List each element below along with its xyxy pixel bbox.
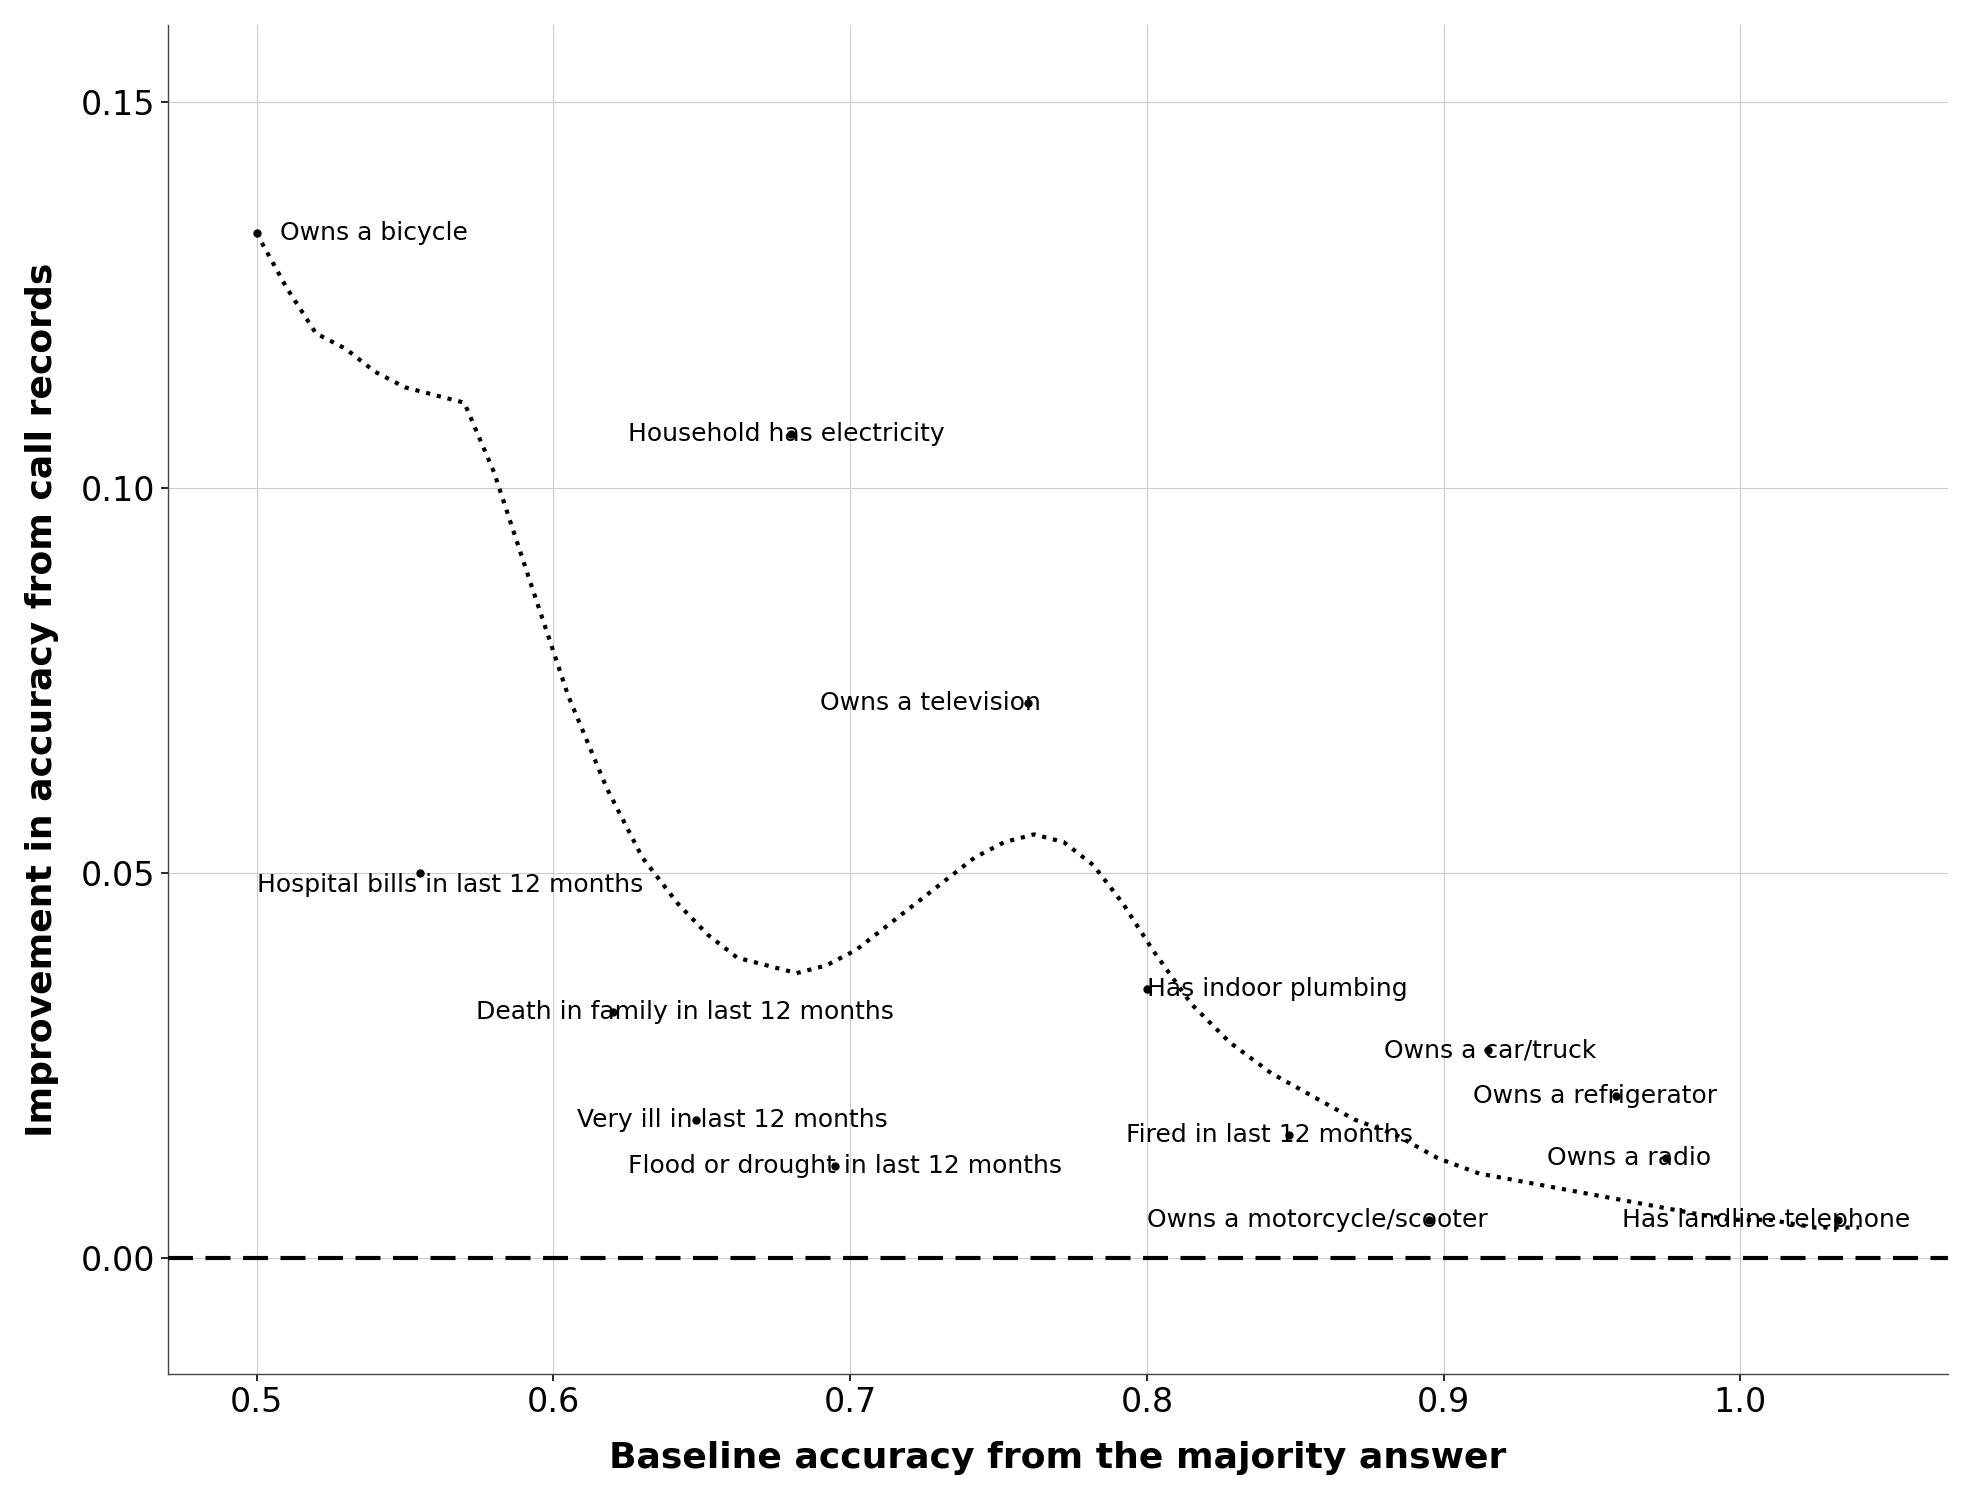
Point [1273, 1124, 1305, 1148]
Point [774, 422, 806, 446]
Text: Flood or drought in last 12 months: Flood or drought in last 12 months [628, 1154, 1061, 1178]
Point [679, 1107, 711, 1131]
Point [1600, 1084, 1632, 1108]
Text: Death in family in last 12 months: Death in family in last 12 months [475, 999, 895, 1023]
Text: Owns a bicycle: Owns a bicycle [281, 220, 467, 245]
Text: Owns a motorcycle/scooter: Owns a motorcycle/scooter [1146, 1208, 1487, 1231]
Text: Owns a television: Owns a television [820, 692, 1041, 715]
Text: Fired in last 12 months: Fired in last 12 months [1127, 1124, 1414, 1148]
Text: Has indoor plumbing: Has indoor plumbing [1146, 976, 1408, 1000]
Point [1131, 976, 1162, 1000]
Text: Hospital bills in last 12 months: Hospital bills in last 12 months [257, 873, 644, 897]
Point [1649, 1146, 1681, 1170]
Point [596, 999, 628, 1023]
Text: Owns a refrigerator: Owns a refrigerator [1473, 1084, 1717, 1108]
Point [242, 220, 273, 245]
Point [404, 861, 436, 885]
Text: Owns a radio: Owns a radio [1548, 1146, 1711, 1170]
Y-axis label: Improvement in accuracy from call records: Improvement in accuracy from call record… [26, 262, 59, 1137]
X-axis label: Baseline accuracy from the majority answer: Baseline accuracy from the majority answ… [610, 1442, 1507, 1474]
Point [1473, 1038, 1505, 1062]
Point [1012, 692, 1043, 715]
Point [1822, 1208, 1853, 1231]
Text: Owns a car/truck: Owns a car/truck [1384, 1038, 1596, 1062]
Text: Very ill in last 12 months: Very ill in last 12 months [576, 1107, 887, 1131]
Text: Household has electricity: Household has electricity [628, 422, 944, 446]
Text: Has landline telephone: Has landline telephone [1622, 1208, 1911, 1231]
Point [820, 1154, 851, 1178]
Point [1414, 1208, 1445, 1231]
